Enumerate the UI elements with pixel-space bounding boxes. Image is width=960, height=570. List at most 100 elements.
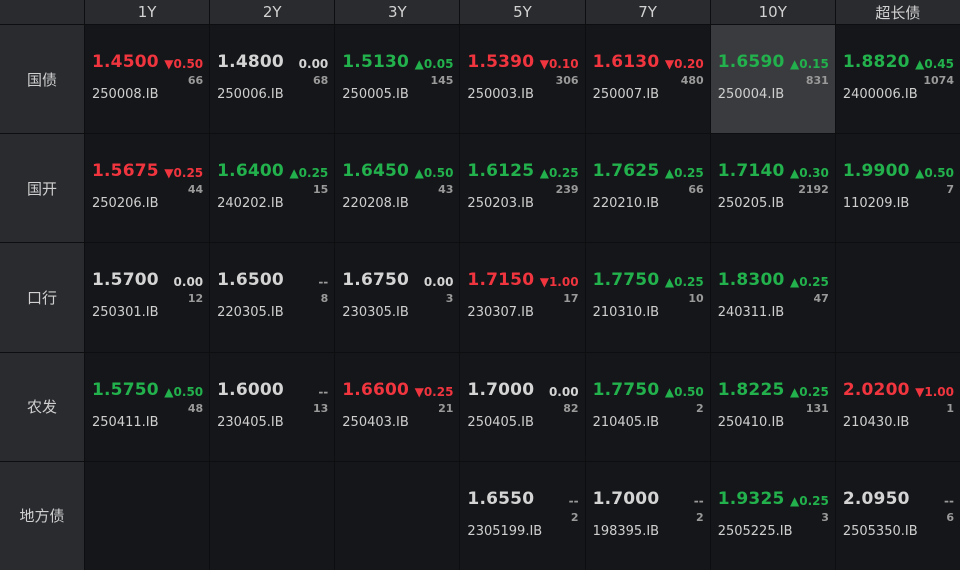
yield-value: 1.7150 (467, 270, 535, 291)
quote-cell[interactable]: 1.5675 ▼0.25 44 250206.IB (85, 134, 210, 243)
up-arrow-icon: ▲ (414, 166, 424, 181)
tenor-header-2y[interactable]: 2Y (210, 0, 335, 24)
quote-cell[interactable]: 1.7150 ▼1.00 17 230307.IB (460, 243, 585, 352)
quote-cell[interactable]: 1.7140 ▲0.30 2192 250205.IB (710, 134, 835, 243)
change-amount: -- (318, 384, 329, 399)
change-amount: -- (693, 493, 704, 508)
bond-code: 250006.IB (217, 87, 284, 102)
yield-value: 1.9325 (717, 488, 785, 509)
change-value: ▼0.20 (665, 57, 704, 71)
bond-code: 2505225.IB (717, 523, 793, 539)
yield-value: 1.7140 (717, 161, 785, 182)
yield-value: 1.6400 (217, 161, 284, 182)
change-value: ▲0.25 (790, 385, 829, 399)
quote-cell[interactable]: 1.6590 ▲0.15 831 250004.IB (710, 25, 835, 134)
up-arrow-icon: ▲ (664, 384, 675, 399)
bond-code: 210430.IB (842, 414, 910, 430)
change-amount: 0.50 (674, 384, 704, 399)
tenor-header-5y[interactable]: 5Y (460, 0, 585, 24)
quote-cell[interactable]: 1.6400 ▲0.25 15 240202.IB (210, 134, 335, 243)
quote-cell[interactable]: 2.0950 -- 6 2505350.IB (835, 461, 960, 570)
yield-value: 1.8225 (717, 379, 785, 400)
quote-cell[interactable]: 1.9900 ▲0.50 7 110209.IB (835, 134, 960, 243)
down-arrow-icon: ▼ (539, 275, 549, 290)
bond-code: 250410.IB (717, 414, 785, 430)
quote-cell[interactable]: 1.8300 ▲0.25 47 240311.IB (710, 243, 835, 352)
change-amount: 0.25 (799, 493, 829, 508)
up-arrow-icon: ▲ (289, 166, 299, 181)
trade-count: 2 (696, 401, 704, 415)
change-amount: 0.50 (173, 57, 204, 71)
trade-count: 145 (430, 74, 454, 87)
yield-value: 1.6500 (217, 270, 284, 291)
bond-code: 230405.IB (217, 414, 284, 430)
quote-cell[interactable]: 1.5390 ▼0.10 306 250003.IB (460, 25, 585, 134)
change-value: ▲0.25 (289, 166, 328, 180)
empty-quote-cell (210, 461, 335, 570)
quote-cell[interactable]: 1.9325 ▲0.25 3 2505225.IB (710, 461, 835, 570)
yield-value: 1.5750 (92, 379, 159, 400)
yield-value: 1.7000 (592, 488, 660, 509)
yield-value: 1.5700 (92, 270, 159, 291)
quote-cell[interactable]: 1.6550 -- 2 2305199.IB (460, 461, 585, 570)
quote-cell[interactable]: 1.7000 0.00 82 250405.IB (460, 352, 585, 461)
quote-cell[interactable]: 1.6500 -- 8 220305.IB (210, 243, 335, 352)
change-value: 0.00 (174, 275, 204, 289)
quote-cell[interactable]: 1.7750 ▲0.25 10 210310.IB (585, 243, 710, 352)
bond-code: 250411.IB (92, 414, 159, 430)
bond-code: 220210.IB (592, 196, 660, 212)
yield-value: 1.5675 (92, 161, 159, 182)
quote-cell[interactable]: 1.6125 ▲0.25 239 250203.IB (460, 134, 585, 243)
up-arrow-icon: ▲ (790, 275, 800, 290)
quote-cell[interactable]: 1.8225 ▲0.25 131 250410.IB (710, 352, 835, 461)
change-amount: 0.25 (799, 384, 829, 399)
trade-count: 82 (563, 401, 579, 415)
tenor-header-10y[interactable]: 10Y (710, 0, 835, 24)
quote-cell[interactable]: 1.7000 -- 2 198395.IB (585, 461, 710, 570)
change-amount: -- (568, 493, 579, 508)
change-value: -- (318, 275, 328, 289)
change-amount: 0.15 (799, 57, 829, 71)
yield-value: 1.6130 (592, 52, 660, 72)
quote-cell[interactable]: 1.5130 ▲0.05 145 250005.IB (335, 25, 460, 134)
change-value: ▼0.25 (164, 166, 203, 180)
yield-value: 1.7625 (592, 161, 660, 182)
tenor-header-7y[interactable]: 7Y (585, 0, 710, 24)
quote-cell[interactable]: 1.7625 ▲0.25 66 220210.IB (585, 134, 710, 243)
tenor-header-3y[interactable]: 3Y (335, 0, 460, 24)
tenor-header-ultra-long[interactable]: 超长债 (835, 0, 960, 24)
quote-cell[interactable]: 2.0200 ▼1.00 1 210430.IB (835, 352, 960, 461)
trade-count: 831 (805, 74, 829, 87)
bond-code: 230307.IB (467, 305, 534, 321)
quote-cell[interactable]: 1.6000 -- 13 230405.IB (210, 352, 335, 461)
quote-cell[interactable]: 1.7750 ▲0.50 2 210405.IB (585, 352, 710, 461)
bond-code: 2305199.IB (467, 523, 543, 539)
change-amount: 0.05 (423, 57, 454, 71)
trade-count: 239 (555, 183, 579, 197)
quote-cell[interactable]: 1.6450 ▲0.50 43 220208.IB (335, 134, 460, 243)
trade-count: 43 (438, 183, 454, 197)
bond-code: 110209.IB (842, 196, 910, 212)
tenor-header-1y[interactable]: 1Y (85, 0, 210, 24)
quote-cell[interactable]: 1.6750 0.00 3 230305.IB (335, 243, 460, 352)
quote-cell[interactable]: 1.6130 ▼0.20 480 250007.IB (585, 25, 710, 134)
row-label: 地方债 (0, 461, 84, 570)
up-arrow-icon: ▲ (790, 384, 800, 399)
quote-cell[interactable]: 1.5750 ▲0.50 48 250411.IB (85, 352, 210, 461)
yield-value: 2.0200 (842, 379, 910, 400)
empty-quote-cell (835, 243, 960, 352)
change-value: ▼0.25 (415, 385, 454, 399)
change-amount: 1.00 (548, 275, 579, 290)
trade-count: 13 (312, 401, 329, 415)
quote-cell[interactable]: 1.4500 ▼0.50 66 250008.IB (85, 25, 210, 134)
trade-count: 3 (821, 510, 829, 524)
change-amount: 0.00 (173, 275, 204, 290)
quote-cell[interactable]: 1.5700 0.00 12 250301.IB (85, 243, 210, 352)
quote-cell[interactable]: 1.4800 0.00 68 250006.IB (210, 25, 335, 134)
trade-count: 7 (946, 183, 954, 197)
up-arrow-icon: ▲ (539, 166, 549, 181)
row-label: 国债 (0, 25, 84, 134)
trade-count: 68 (312, 74, 329, 87)
quote-cell[interactable]: 1.6600 ▼0.25 21 250403.IB (335, 352, 460, 461)
quote-cell[interactable]: 1.8820 ▲0.45 1074 2400006.IB (835, 25, 960, 134)
